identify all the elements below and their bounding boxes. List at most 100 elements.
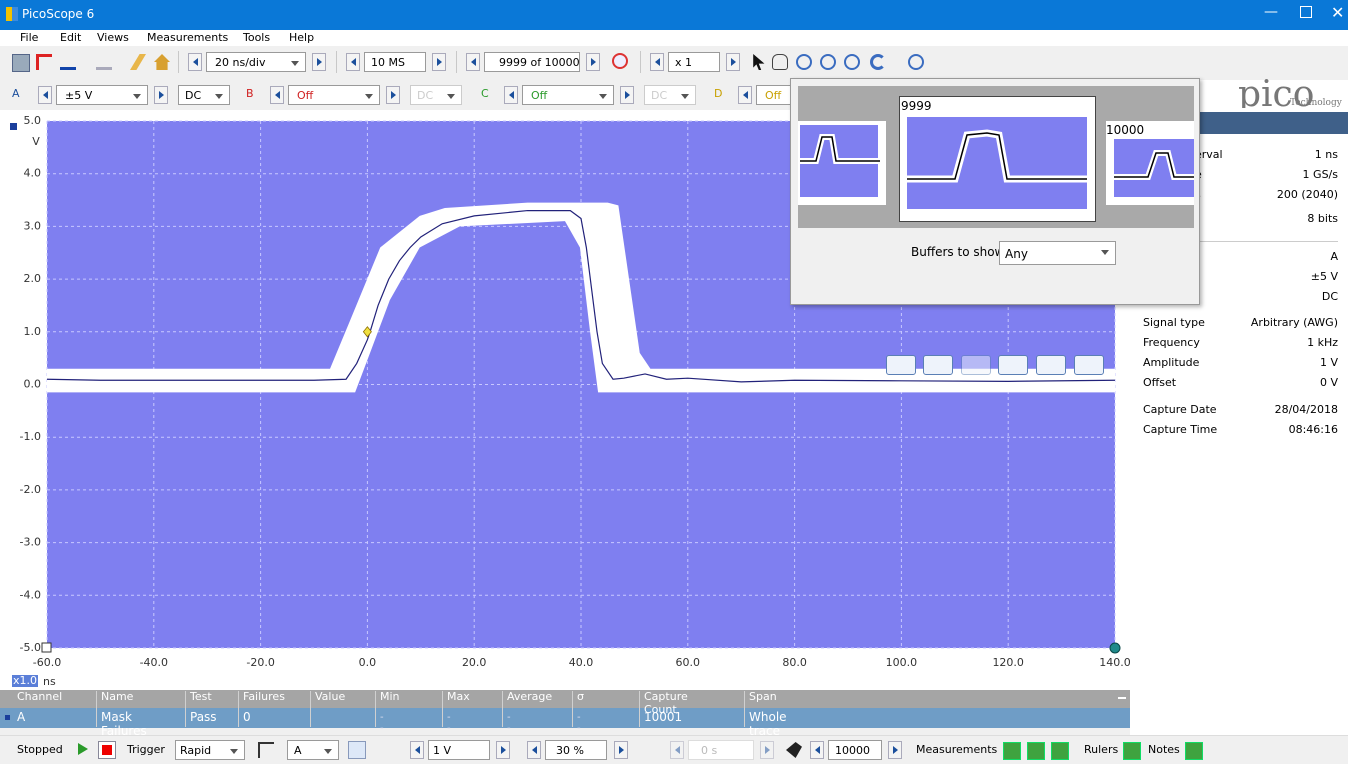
prev-button[interactable] bbox=[504, 86, 518, 104]
scope-mode-button[interactable] bbox=[12, 54, 30, 72]
thumbnail[interactable]: 10000 bbox=[1106, 121, 1194, 205]
delete-measurement-button[interactable] bbox=[1051, 742, 1069, 760]
prev-button[interactable] bbox=[410, 741, 424, 759]
property-value: 0 V bbox=[1319, 376, 1338, 389]
column-divider bbox=[572, 691, 573, 727]
range-select[interactable]: ±5 V bbox=[56, 85, 148, 105]
home-button[interactable] bbox=[154, 54, 170, 70]
last-buffer-button[interactable] bbox=[1074, 355, 1104, 375]
decoration bbox=[800, 134, 880, 164]
y-tick-label: -4.0 bbox=[20, 588, 41, 601]
timebase-select[interactable]: 20 ns/div bbox=[206, 52, 306, 72]
rulers-button[interactable] bbox=[1123, 742, 1141, 760]
y-tick-label: 4.0 bbox=[24, 167, 42, 180]
trigger-source-select[interactable]: A bbox=[287, 740, 339, 760]
edit-measurement-button[interactable] bbox=[1027, 742, 1045, 760]
y-tick-label: -2.0 bbox=[20, 483, 41, 496]
y-tick-label: 5.0 bbox=[24, 114, 42, 127]
next-button[interactable] bbox=[496, 741, 510, 759]
next-button[interactable] bbox=[888, 741, 902, 759]
zoom-fit-tool[interactable] bbox=[908, 54, 924, 70]
prev-button[interactable] bbox=[466, 53, 480, 71]
menu-item[interactable]: Views bbox=[97, 31, 129, 44]
notes-button[interactable] bbox=[1185, 742, 1203, 760]
pointer-tool[interactable] bbox=[753, 54, 765, 70]
menu-item[interactable]: Measurements bbox=[147, 31, 229, 44]
coupling-select[interactable]: DC bbox=[178, 85, 230, 105]
next-button[interactable] bbox=[620, 86, 634, 104]
prev-button[interactable] bbox=[650, 53, 664, 71]
trigger-mode-select[interactable]: Rapid bbox=[175, 740, 245, 760]
next-button[interactable] bbox=[386, 86, 400, 104]
zoom-in-tool[interactable] bbox=[820, 54, 836, 70]
prev-buffer-button[interactable] bbox=[923, 355, 953, 375]
thumbnail[interactable] bbox=[798, 121, 886, 205]
property-value: 1 V bbox=[1319, 356, 1338, 369]
next-button[interactable] bbox=[614, 741, 628, 759]
next-button[interactable] bbox=[154, 86, 168, 104]
start-button[interactable] bbox=[78, 743, 88, 755]
column-header: Average bbox=[507, 690, 553, 703]
persistence-button[interactable] bbox=[36, 54, 52, 70]
range-select[interactable]: Off bbox=[288, 85, 380, 105]
maximize-button[interactable] bbox=[1300, 6, 1312, 18]
channel-swatch bbox=[5, 715, 10, 720]
next-buffer-button[interactable] bbox=[1036, 355, 1066, 375]
next-button[interactable] bbox=[586, 53, 600, 71]
run-state: Stopped bbox=[17, 743, 63, 756]
zoom-area-tool[interactable] bbox=[796, 54, 812, 70]
next-button[interactable] bbox=[726, 53, 740, 71]
undo-zoom-tool[interactable] bbox=[870, 54, 886, 70]
zoom-factor: x 1 bbox=[675, 56, 693, 69]
minimize-button[interactable]: — bbox=[1264, 4, 1278, 20]
zoom-out-button[interactable] bbox=[998, 355, 1028, 375]
trigger-advanced-button[interactable] bbox=[258, 742, 274, 758]
prev-button[interactable] bbox=[346, 53, 360, 71]
next-button[interactable] bbox=[760, 741, 774, 759]
prev-button[interactable] bbox=[810, 741, 824, 759]
y-tick-label: 0.0 bbox=[24, 378, 42, 391]
next-button[interactable] bbox=[432, 53, 446, 71]
menu-item[interactable]: File bbox=[20, 31, 39, 44]
auto-setup-button[interactable] bbox=[130, 54, 146, 70]
menu-item[interactable]: Tools bbox=[243, 31, 271, 44]
coupling-select[interactable]: DC bbox=[410, 85, 462, 105]
falling-edge-button[interactable] bbox=[372, 742, 388, 758]
menu-item[interactable]: Help bbox=[289, 31, 315, 44]
navigator-button[interactable] bbox=[612, 53, 628, 69]
range-select[interactable]: Off bbox=[756, 85, 796, 105]
close-button[interactable]: ✕ bbox=[1331, 3, 1345, 22]
add-measurement-button[interactable] bbox=[1003, 742, 1021, 760]
decoration bbox=[1114, 150, 1194, 180]
prev-button[interactable] bbox=[270, 86, 284, 104]
prev-button[interactable] bbox=[670, 741, 684, 759]
spectrum-button[interactable] bbox=[60, 54, 76, 70]
trigger-marker bbox=[362, 326, 372, 338]
prev-button[interactable] bbox=[738, 86, 752, 104]
prev-button[interactable] bbox=[38, 86, 52, 104]
coupling-select[interactable]: DC bbox=[644, 85, 696, 105]
spectrum-button[interactable] bbox=[96, 54, 112, 70]
hand-tool[interactable] bbox=[772, 54, 788, 70]
decoration bbox=[907, 129, 1087, 183]
menu-item[interactable]: Edit bbox=[60, 31, 82, 44]
buffer-box: 9999 of 10000 bbox=[484, 52, 580, 72]
collapse-button[interactable] bbox=[1118, 697, 1126, 699]
range-select[interactable]: Off bbox=[522, 85, 614, 105]
prev-button[interactable] bbox=[527, 741, 541, 759]
first-buffer-button[interactable] bbox=[886, 355, 916, 375]
next-button[interactable] bbox=[312, 53, 326, 71]
zoom-out-tool[interactable] bbox=[844, 54, 860, 70]
stop-button[interactable] bbox=[98, 741, 116, 759]
rising-edge-button[interactable] bbox=[348, 741, 366, 759]
zoom-in-button[interactable] bbox=[961, 355, 991, 375]
prev-button[interactable] bbox=[188, 53, 202, 71]
property-value: A bbox=[1330, 250, 1338, 263]
thumbnail-selected[interactable]: 9999 bbox=[899, 96, 1096, 222]
y-tick-label: -1.0 bbox=[20, 430, 41, 443]
buffers-select[interactable]: Any bbox=[999, 241, 1116, 265]
x-unit: ns bbox=[43, 675, 56, 688]
column-header: Capture Count bbox=[644, 690, 688, 716]
